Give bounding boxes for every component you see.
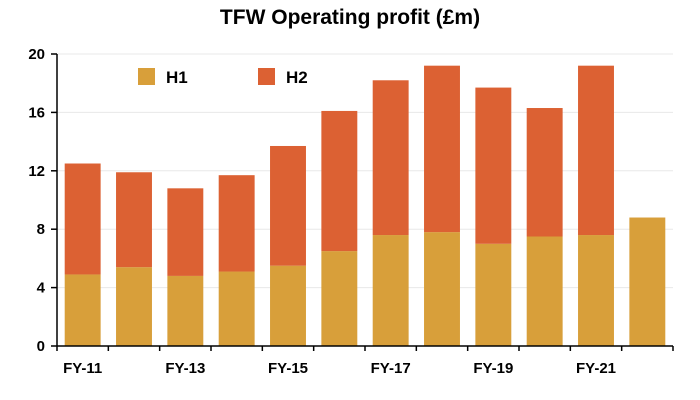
x-tick-label: FY-13 — [165, 360, 205, 377]
bar-h2-fy-21 — [578, 65, 614, 236]
bar-h1-fy-22 — [629, 217, 666, 346]
x-tick-label: FY-17 — [371, 360, 411, 377]
bar-h1-fy-14 — [218, 271, 255, 346]
bar-h1-fy-13 — [167, 275, 204, 346]
bar-h2-fy-19 — [475, 87, 512, 244]
bar-h1-fy-16 — [321, 251, 358, 346]
bar-h2-fy-18 — [424, 65, 460, 233]
bar-h2-fy-17 — [372, 80, 409, 236]
x-tick-label: FY-19 — [473, 360, 513, 377]
bar-h1-fy-15 — [270, 265, 306, 346]
y-tick-label: 0 — [37, 338, 45, 355]
bar-h2-fy-15 — [270, 145, 306, 266]
legend-swatch-h2 — [258, 68, 275, 85]
bar-h1-fy-20 — [526, 236, 563, 346]
bar-h1-fy-17 — [372, 235, 409, 346]
bar-h1-fy-12 — [116, 267, 152, 346]
y-tick-label: 12 — [28, 163, 45, 180]
x-tick-label: FY-21 — [576, 360, 616, 377]
y-tick-label: 4 — [37, 280, 46, 297]
bar-h1-fy-19 — [475, 243, 512, 346]
bar-h2-fy-20 — [526, 108, 563, 237]
y-tick-label: 20 — [28, 46, 45, 63]
legend-label-h1: H1 — [166, 68, 188, 87]
bar-h2-fy-14 — [218, 175, 255, 272]
bar-h1-fy-18 — [424, 232, 460, 346]
bar-h1-fy-11 — [64, 274, 101, 346]
legend-swatch-h1 — [138, 68, 155, 85]
y-tick-label: 8 — [37, 221, 45, 238]
x-tick-label: FY-11 — [63, 360, 102, 377]
bar-h2-fy-12 — [116, 172, 152, 268]
x-tick-label: FY-15 — [268, 360, 308, 377]
chart-title: TFW Operating profit (£m) — [219, 6, 481, 29]
y-tick-label: 16 — [28, 104, 45, 121]
bar-h2-fy-16 — [321, 110, 358, 252]
bar-h2-fy-11 — [64, 163, 101, 275]
legend-label-h2: H2 — [286, 68, 308, 87]
bar-h2-fy-13 — [167, 188, 204, 276]
bar-h1-fy-21 — [578, 235, 614, 346]
